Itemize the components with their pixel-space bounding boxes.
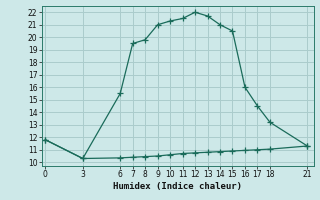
X-axis label: Humidex (Indice chaleur): Humidex (Indice chaleur) — [113, 182, 242, 191]
